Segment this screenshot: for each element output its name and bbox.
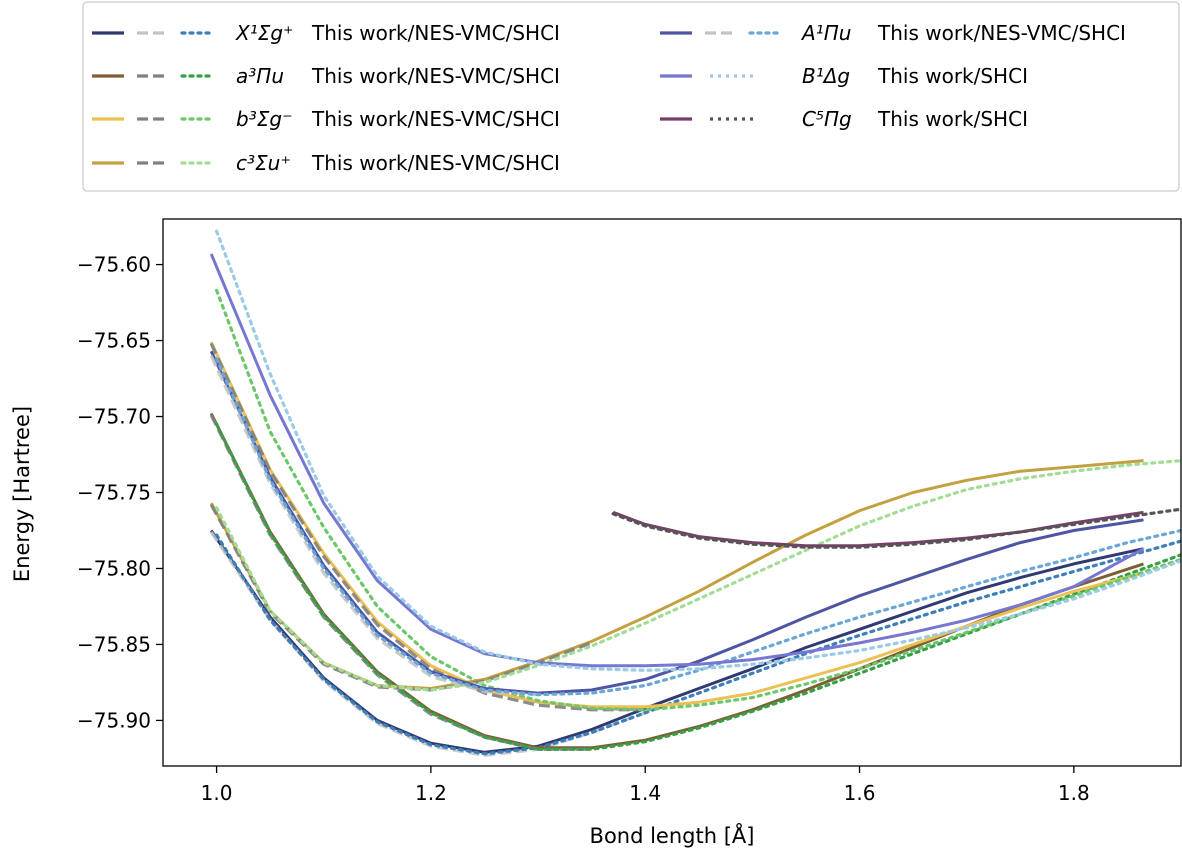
series-line-16: [215, 229, 1181, 672]
series-line-8: [215, 288, 1181, 712]
y-tick-label: −75.70: [77, 405, 151, 429]
legend-state: b³Σg⁻: [236, 107, 293, 131]
series-line-6: [209, 341, 1144, 709]
x-tick-label: 1.8: [1058, 781, 1090, 805]
series-line-11: [215, 459, 1181, 692]
legend-label: This work/NES-VMC/SHCI: [311, 64, 560, 88]
legend-entry: a³Πu This work/NES-VMC/SHCI: [92, 64, 560, 88]
plot-area: 1.0 1.2 1.4 1.6 1.8 −75.90 −75.85 −75.80 −75.75…: [77, 218, 1182, 805]
series-line-15: [209, 253, 1145, 668]
legend-state: c³Σu⁺: [236, 151, 291, 175]
plot-frame: [162, 218, 1182, 767]
series-line-9: [209, 459, 1144, 690]
series-line-18: [611, 507, 1181, 549]
y-axis: −75.90 −75.85 −75.80 −75.75 −75.70 −75.65 −75.…: [77, 253, 163, 732]
legend-entry: C⁵Πg This work/SHCI: [660, 107, 1028, 131]
x-tick-label: 1.6: [844, 781, 876, 805]
legend-entry: b³Σg⁻ This work/NES-VMC/SHCI: [92, 107, 560, 131]
legend-state: A¹Πu: [800, 21, 851, 45]
series-line-7: [209, 342, 646, 712]
x-tick-label: 1.0: [201, 781, 233, 805]
legend: X¹Σg⁺ This work/NES-VMC/SHCI a³Πu This work…: [82, 1, 1180, 192]
legend-state: X¹Σg⁺: [235, 21, 294, 45]
legend-label: This work/SHCI: [877, 107, 1028, 131]
legend-label: This work/SHCI: [877, 64, 1028, 88]
legend-label: This work/NES-VMC/SHCI: [311, 151, 560, 175]
series-line-14: [215, 357, 1181, 697]
x-axis: 1.0 1.2 1.4 1.6 1.8: [201, 766, 1090, 805]
x-tick-label: 1.4: [629, 781, 661, 805]
legend-state: B¹Δg: [802, 64, 850, 88]
series-line-0: [209, 529, 1144, 754]
legend-label: This work/NES-VMC/SHCI: [311, 107, 560, 131]
y-tick-label: −75.85: [77, 632, 151, 656]
legend-entry: c³Σu⁺ This work/NES-VMC/SHCI: [92, 151, 560, 175]
legend-label: This work/NES-VMC/SHCI: [877, 21, 1126, 45]
legend-state: a³Πu: [236, 64, 284, 88]
series-line-13: [209, 355, 539, 697]
legend-frame: [82, 1, 1180, 192]
x-axis-label: Bond length [Å]: [590, 822, 755, 848]
y-axis-label: Energy [Hartree]: [10, 406, 34, 582]
legend-entry: B¹Δg This work/SHCI: [660, 64, 1028, 88]
x-tick-label: 1.2: [415, 781, 447, 805]
legend-entry: A¹Πu This work/NES-VMC/SHCI: [660, 21, 1126, 45]
y-tick-label: −75.80: [77, 556, 151, 580]
series-line-2: [215, 533, 1181, 756]
series-line-1: [209, 531, 646, 757]
legend-entry: X¹Σg⁺ This work/NES-VMC/SHCI: [92, 21, 560, 45]
series-line-5: [215, 422, 1181, 751]
y-tick-label: −75.90: [77, 708, 151, 732]
y-tick-label: −75.75: [77, 481, 151, 505]
y-tick-label: −75.65: [77, 329, 151, 353]
legend-state: C⁵Πg: [802, 107, 852, 131]
y-tick-label: −75.60: [77, 253, 151, 277]
legend-label: This work/NES-VMC/SHCI: [311, 21, 560, 45]
